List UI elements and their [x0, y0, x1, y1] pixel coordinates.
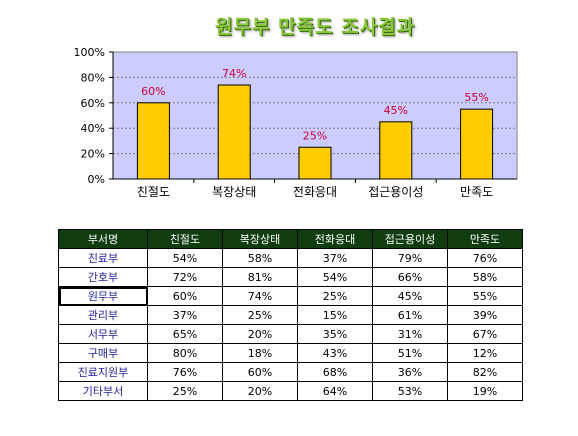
y-tick-label: 0%: [88, 173, 105, 186]
percent-cell[interactable]: 64%: [297, 381, 373, 401]
table-header-cell: 친절도: [147, 229, 223, 249]
department-cell[interactable]: 구매부: [58, 343, 148, 363]
percent-cell[interactable]: 43%: [297, 343, 373, 363]
percent-cell[interactable]: 76%: [447, 248, 523, 268]
table-row: 원무부 60% 74% 25% 45% 55%: [58, 286, 523, 306]
percent-cell[interactable]: 79%: [372, 248, 448, 268]
percent-cell[interactable]: 76%: [147, 362, 223, 382]
table-row: 구매부 80% 18% 43% 51% 12%: [58, 343, 523, 363]
percent-cell[interactable]: 37%: [147, 305, 223, 325]
percent-cell[interactable]: 35%: [297, 324, 373, 344]
percent-cell[interactable]: 53%: [372, 381, 448, 401]
percent-cell[interactable]: 51%: [372, 343, 448, 363]
percent-cell[interactable]: 45%: [372, 286, 448, 306]
percent-cell[interactable]: 20%: [222, 324, 298, 344]
percent-cell[interactable]: 67%: [447, 324, 523, 344]
table-row: 진료지원부 76% 60% 68% 36% 82%: [58, 362, 523, 382]
percent-cell[interactable]: 54%: [297, 267, 373, 287]
x-tick-label: 만족도: [460, 185, 493, 199]
data-label: 55%: [464, 91, 488, 104]
chart-title: 원무부 만족도 조사결과: [214, 16, 416, 38]
table-row: 관리부 37% 25% 15% 61% 39%: [58, 305, 523, 325]
table-row: 서무부 65% 20% 35% 31% 67%: [58, 324, 523, 344]
percent-cell[interactable]: 25%: [222, 305, 298, 325]
table-row: 기타부서 25% 20% 64% 53% 19%: [58, 381, 523, 401]
survey-table: 부서명 친절도 복장상태 전화응대 접근용이성 만족도 진료부 54% 58% 37% 79% 76…: [58, 229, 523, 401]
percent-cell[interactable]: 58%: [447, 267, 523, 287]
y-tick-label: 100%: [74, 46, 105, 59]
data-label: 25%: [303, 129, 327, 142]
percent-cell[interactable]: 12%: [447, 343, 523, 363]
table-header-row: 부서명 친절도 복장상태 전화응대 접근용이성 만족도: [58, 229, 523, 249]
table-row: 진료부 54% 58% 37% 79% 76%: [58, 248, 523, 268]
percent-cell[interactable]: 36%: [372, 362, 448, 382]
percent-cell[interactable]: 39%: [447, 305, 523, 325]
percent-cell[interactable]: 61%: [372, 305, 448, 325]
department-cell[interactable]: 서무부: [58, 324, 148, 344]
percent-cell[interactable]: 72%: [147, 267, 223, 287]
percent-cell[interactable]: 19%: [447, 381, 523, 401]
percent-cell[interactable]: 15%: [297, 305, 373, 325]
bar: [217, 84, 251, 180]
department-cell[interactable]: 관리부: [58, 305, 148, 325]
bar: [379, 121, 413, 180]
percent-cell[interactable]: 74%: [222, 286, 298, 306]
bar: [136, 102, 170, 180]
y-tick-label: 60%: [81, 97, 105, 110]
percent-cell[interactable]: 31%: [372, 324, 448, 344]
department-cell[interactable]: 원무부: [58, 286, 148, 306]
table-header-cell: 만족도: [447, 229, 523, 249]
table-row: 간호부 72% 81% 54% 66% 58%: [58, 267, 523, 287]
x-tick-label: 접근용이성: [368, 185, 423, 199]
percent-cell[interactable]: 80%: [147, 343, 223, 363]
bar: [298, 146, 332, 180]
data-label: 45%: [384, 104, 408, 117]
percent-cell[interactable]: 60%: [147, 286, 223, 306]
department-cell[interactable]: 진료부: [58, 248, 148, 268]
y-tick-label: 20%: [81, 148, 105, 161]
table-header-cell: 복장상태: [222, 229, 298, 249]
x-tick-label: 전화응대: [293, 185, 337, 199]
y-tick-label: 40%: [81, 122, 105, 135]
percent-cell[interactable]: 18%: [222, 343, 298, 363]
percent-cell[interactable]: 54%: [147, 248, 223, 268]
percent-cell[interactable]: 37%: [297, 248, 373, 268]
bar: [460, 108, 494, 180]
percent-cell[interactable]: 81%: [222, 267, 298, 287]
percent-cell[interactable]: 82%: [447, 362, 523, 382]
data-label: 74%: [222, 67, 246, 80]
x-tick-label: 친절도: [137, 185, 170, 199]
data-label: 60%: [141, 85, 165, 98]
percent-cell[interactable]: 25%: [147, 381, 223, 401]
percent-cell[interactable]: 65%: [147, 324, 223, 344]
department-cell[interactable]: 진료지원부: [58, 362, 148, 382]
table-header-cell: 부서명: [58, 229, 148, 249]
percent-cell[interactable]: 68%: [297, 362, 373, 382]
percent-cell[interactable]: 55%: [447, 286, 523, 306]
department-cell[interactable]: 기타부서: [58, 381, 148, 401]
table-header-cell: 전화응대: [297, 229, 373, 249]
percent-cell[interactable]: 58%: [222, 248, 298, 268]
percent-cell[interactable]: 60%: [222, 362, 298, 382]
percent-cell[interactable]: 20%: [222, 381, 298, 401]
table-header-cell: 접근용이성: [372, 229, 448, 249]
percent-cell[interactable]: 66%: [372, 267, 448, 287]
bar-chart: 0% 20% 40% 60% 80% 100% 60% 친절도 74% 복장상태 25% 전화응대 45…: [74, 46, 518, 199]
department-cell[interactable]: 간호부: [58, 267, 148, 287]
y-tick-label: 80%: [81, 71, 105, 84]
percent-cell[interactable]: 25%: [297, 286, 373, 306]
x-tick-label: 복장상태: [212, 185, 256, 199]
